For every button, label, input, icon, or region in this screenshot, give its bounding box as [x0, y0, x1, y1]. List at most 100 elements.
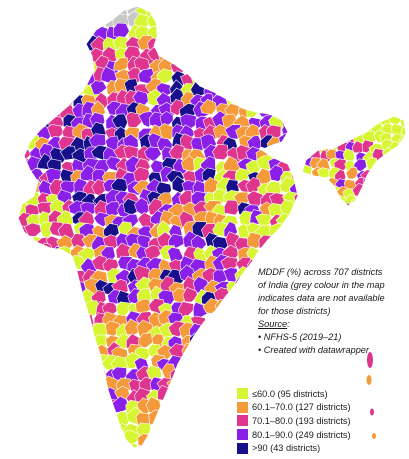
district-region [200, 335, 217, 353]
source-item: • Created with datawrapper [258, 345, 369, 355]
legend-swatch [237, 415, 248, 427]
legend-swatch [237, 442, 248, 454]
district-region [18, 137, 19, 155]
district-region [50, 406, 68, 424]
district-region [301, 101, 317, 117]
district-region [46, 59, 65, 79]
district-region [307, 116, 320, 122]
district-region [49, 27, 65, 43]
caption-line: for those districts) [258, 306, 331, 316]
district-region [72, 331, 87, 349]
district-region [18, 281, 35, 297]
district-region [160, 442, 176, 448]
district-region [18, 33, 30, 50]
district-region [81, 408, 98, 426]
district-region [289, 124, 298, 142]
district-region [167, 443, 182, 448]
district-region [211, 356, 228, 372]
district-region [39, 77, 58, 96]
district-region [18, 99, 31, 117]
district-region [67, 364, 85, 382]
district-region [18, 386, 23, 403]
district-region [155, 431, 173, 448]
district-region [362, 205, 377, 206]
district-region [299, 70, 314, 85]
district-region [188, 60, 207, 78]
district-region [18, 289, 33, 304]
legend-item-gt90: >90 (43 districts) [237, 441, 351, 455]
district-region [202, 67, 220, 86]
district-region [23, 354, 41, 370]
district-region [36, 38, 54, 55]
district-region [168, 387, 186, 402]
district-region [102, 0, 119, 5]
district-region [36, 57, 52, 74]
district-region [18, 177, 19, 196]
district-region [244, 365, 262, 385]
district-region [290, 59, 298, 77]
district-region [18, 92, 34, 109]
district-region [57, 299, 76, 315]
district-region [280, 6, 298, 20]
district-region [181, 364, 199, 382]
district-region [222, 69, 239, 86]
district-region [300, 39, 316, 53]
district-region [83, 357, 101, 375]
district-region [46, 344, 63, 362]
district-region [166, 6, 184, 20]
district-region [345, 166, 359, 180]
district-region [268, 164, 285, 182]
district-region [18, 177, 31, 193]
district-region [70, 455, 85, 459]
district-region [390, 196, 405, 206]
district-region [47, 267, 65, 284]
district-region [57, 309, 75, 327]
district-region [80, 363, 96, 380]
district-region [57, 422, 74, 440]
district-region [327, 205, 342, 206]
district-region [36, 257, 55, 275]
district-region [157, 412, 173, 430]
district-region [200, 98, 217, 115]
legend-item-le60: ≤60.0 (95 districts) [237, 387, 351, 401]
district-region [205, 58, 221, 77]
district-region [48, 444, 66, 448]
district-region [50, 254, 67, 271]
district-region [18, 400, 30, 418]
district-region [23, 387, 41, 405]
district-region [170, 431, 189, 447]
district-region [61, 34, 79, 51]
district-region [226, 323, 244, 342]
district-region [255, 6, 272, 8]
district-region [265, 26, 285, 44]
district-region [202, 386, 222, 403]
district-region [18, 324, 32, 342]
district-region [58, 6, 75, 10]
district-region [18, 188, 22, 206]
district-region [371, 178, 385, 193]
district-region [25, 6, 41, 23]
district-region [233, 6, 250, 21]
district-region [35, 322, 55, 339]
district-region [267, 354, 286, 370]
district-region [138, 454, 155, 459]
district-region [317, 132, 331, 146]
district-region [302, 204, 313, 206]
district-region [169, 368, 187, 385]
district-region [121, 443, 141, 448]
district-region [213, 67, 229, 84]
district-region [290, 246, 298, 261]
district-region [227, 310, 243, 328]
district-region [51, 357, 68, 375]
district-region [302, 25, 318, 40]
district-region [288, 136, 298, 153]
district-region [246, 6, 263, 23]
district-region [181, 411, 197, 428]
district-region [91, 376, 107, 391]
district-region [93, 6, 113, 11]
district-region [56, 50, 74, 66]
district-region [18, 301, 22, 320]
district-region [182, 430, 199, 447]
district-region [302, 130, 308, 144]
